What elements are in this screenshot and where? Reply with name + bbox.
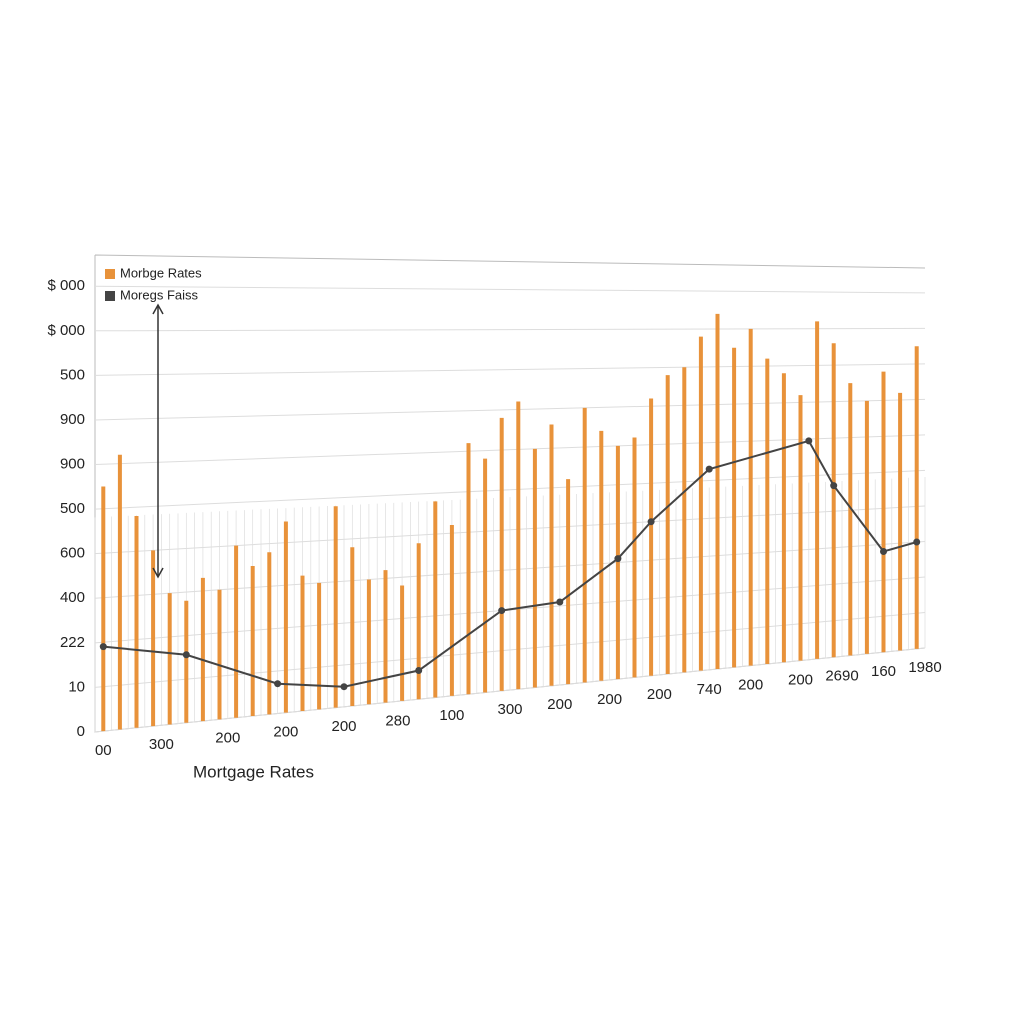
x-tick-label: 2690 [825, 667, 858, 684]
x-axis-title: Mortgage Rates [193, 762, 314, 781]
x-tick-label: 100 [439, 707, 464, 724]
line [103, 439, 917, 688]
line-point [805, 437, 813, 445]
x-tick-label: 200 [273, 724, 298, 741]
grid-line [94, 363, 926, 376]
arrow-heads [152, 303, 164, 579]
line-point [647, 518, 655, 526]
x-tick-label: 200 [331, 718, 356, 735]
grid-line [94, 647, 926, 733]
x-tick-label: 300 [497, 701, 522, 718]
line-point [705, 465, 713, 473]
y-tick-label: 400 [60, 589, 85, 606]
legend-swatch [105, 269, 115, 279]
y-tick-label: 600 [60, 545, 85, 562]
grid-line [94, 540, 926, 599]
legend-swatch [105, 291, 115, 301]
y-tick-label: 500 [60, 500, 85, 517]
grid-line [94, 285, 926, 294]
legend-label: Morbge Rates [120, 265, 202, 280]
line-point [556, 598, 564, 606]
x-tick-label: 740 [697, 681, 722, 698]
grid-line [94, 505, 926, 555]
y-tick-label: $ 000 [47, 277, 85, 294]
y-tick-label: 0 [77, 723, 85, 740]
grid-line [94, 327, 926, 332]
line-point [498, 607, 506, 615]
line-point [340, 683, 348, 691]
marks [99, 313, 921, 732]
line-point [913, 538, 921, 546]
line-point [99, 643, 107, 651]
x-tick-label: 200 [738, 677, 763, 694]
grid-line [94, 611, 926, 688]
y-tick-label: 900 [60, 455, 85, 472]
grid-line [94, 469, 926, 510]
line-point [182, 651, 190, 659]
x-tick-label: 200 [597, 691, 622, 708]
line-point [614, 555, 622, 563]
y-tick-label: 500 [60, 366, 85, 383]
y-tick-label: $ 000 [47, 322, 85, 339]
line-point [880, 547, 887, 555]
x-tick-label: 200 [547, 696, 572, 713]
line-point [830, 482, 838, 490]
x-tick-label: 1980 [908, 659, 941, 676]
legend-label: Moregs Faiss [120, 287, 199, 302]
x-tick-label: 280 [385, 712, 410, 729]
grid-line [94, 434, 926, 466]
y-tick-label: 10 [68, 678, 85, 695]
line-point [274, 680, 282, 688]
x-tick-label: 200 [788, 672, 813, 689]
x-tick-label: 160 [871, 663, 896, 680]
grid-line [94, 398, 926, 421]
y-tick-label: 900 [60, 411, 85, 428]
x-tick-label: 200 [647, 686, 672, 703]
x-tick-label: 300 [149, 736, 174, 753]
line-point [415, 667, 423, 675]
y-tick-label: 222 [60, 634, 85, 651]
x-tick-label: 200 [215, 730, 240, 747]
x-tick-label: 00 [95, 742, 112, 759]
